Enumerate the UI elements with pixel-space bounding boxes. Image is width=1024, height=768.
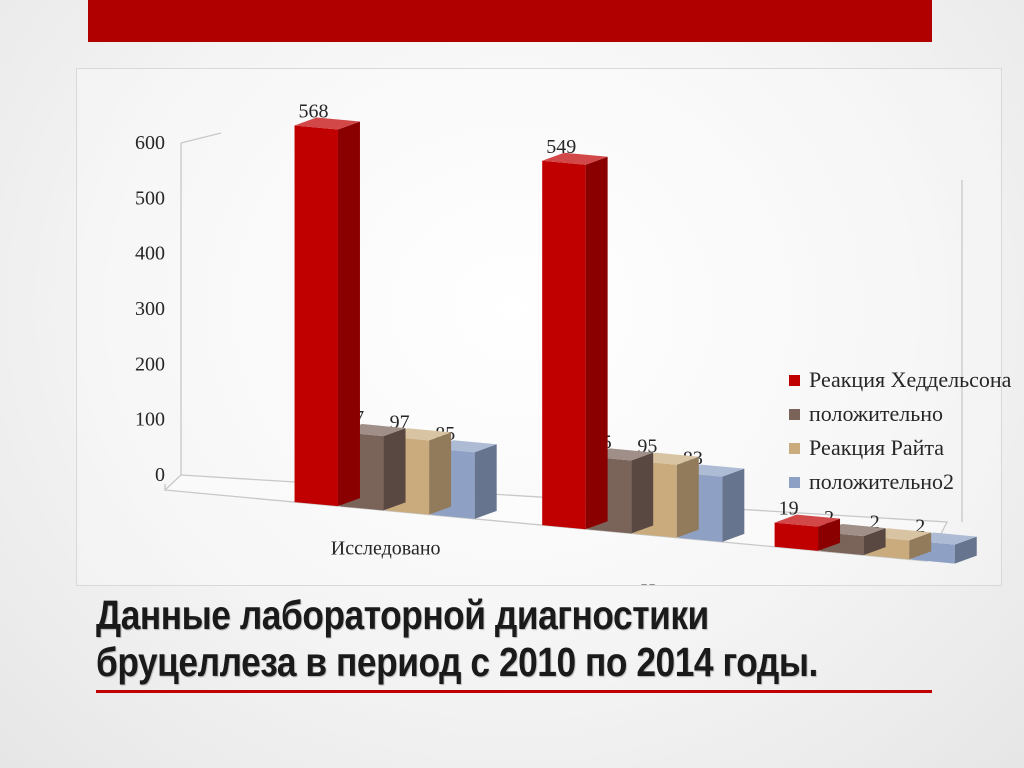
bar-chart-3d: 0100200300400500600859797568Исследовано8… (135, 100, 977, 585)
bar-side (676, 456, 699, 538)
bar-side (818, 518, 841, 551)
back-wall-top-edge (180, 132, 222, 144)
legend-label: положительно (809, 401, 944, 426)
legend-label: Реакция Райта (809, 435, 945, 460)
y-tick-label: 400 (135, 243, 165, 265)
bar-front (294, 125, 338, 507)
y-tick-label: 500 (135, 187, 165, 209)
bar-side (429, 432, 452, 515)
bar-value-label: 19 (779, 498, 799, 520)
bar-value-label: 549 (546, 136, 576, 158)
bar-side (722, 468, 745, 542)
y-tick-label: 0 (155, 464, 165, 486)
x-category-label: Исследовано (331, 538, 441, 560)
bar-value-label: 568 (299, 100, 329, 122)
title-underline (96, 690, 932, 693)
bar-side (585, 156, 608, 530)
x-category-label: с диагн. Целью (568, 581, 698, 585)
bar-value-label: 2 (870, 511, 880, 533)
legend-item: Реакция Райта (789, 433, 1011, 467)
bar-side (383, 428, 406, 511)
bar-side (631, 452, 654, 534)
legend-swatch (789, 443, 800, 454)
bar-front (542, 160, 586, 530)
bar-side (337, 121, 360, 507)
legend-label: положительно2 (809, 469, 955, 494)
bar-top (294, 117, 360, 130)
bar-side (954, 536, 977, 564)
bar-side (474, 444, 497, 519)
y-tick-label: 200 (135, 353, 165, 375)
bar-side (909, 532, 932, 560)
legend-swatch (789, 477, 800, 488)
top-accent-bar (88, 0, 932, 42)
bar-front (774, 522, 819, 551)
bar-value-label: 2 (915, 516, 925, 538)
bar-top (542, 152, 608, 165)
legend-item: Реакция Хеддельсона (789, 365, 1011, 399)
legend-item: положительно (789, 399, 1011, 433)
bar-side (863, 528, 886, 556)
legend-label: Реакция Хеддельсона (809, 367, 1012, 392)
slide-title: Данные лабораторной диагностики бруцелле… (96, 592, 818, 685)
y-tick-label: 600 (135, 132, 165, 154)
chart-area: 0100200300400500600859797568Исследовано8… (76, 68, 1011, 586)
legend-item: положительно2 (789, 467, 1011, 501)
chart-legend: Реакция Хеддельсона положительно Реакция… (789, 365, 1011, 501)
y-tick-label: 300 (135, 298, 165, 320)
legend-swatch (789, 375, 800, 386)
legend-swatch (789, 409, 800, 420)
bar-top (774, 514, 841, 527)
y-tick-label: 100 (135, 409, 165, 431)
